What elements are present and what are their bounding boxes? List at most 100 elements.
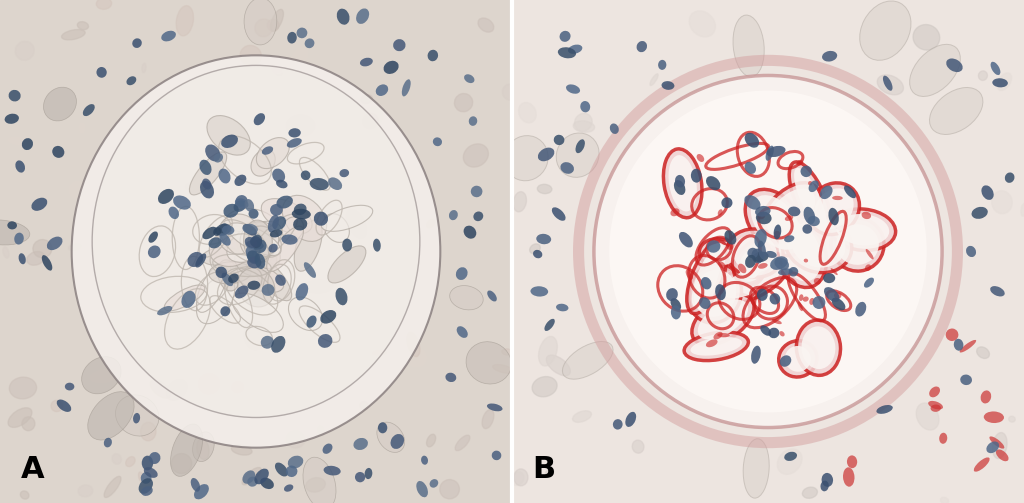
Ellipse shape — [686, 270, 693, 280]
Ellipse shape — [833, 196, 843, 200]
Ellipse shape — [309, 178, 329, 190]
Ellipse shape — [393, 39, 406, 51]
Ellipse shape — [157, 306, 172, 315]
Ellipse shape — [417, 481, 428, 497]
Ellipse shape — [140, 472, 152, 484]
Ellipse shape — [961, 375, 972, 385]
Ellipse shape — [15, 41, 34, 60]
Ellipse shape — [169, 207, 179, 219]
Ellipse shape — [768, 327, 779, 338]
Ellipse shape — [981, 390, 991, 403]
Ellipse shape — [953, 339, 964, 351]
Ellipse shape — [380, 269, 388, 277]
Ellipse shape — [171, 424, 203, 476]
Ellipse shape — [254, 240, 281, 269]
Ellipse shape — [96, 0, 112, 10]
Ellipse shape — [744, 162, 756, 174]
Ellipse shape — [745, 247, 762, 279]
Ellipse shape — [799, 294, 804, 301]
Ellipse shape — [407, 332, 420, 357]
Ellipse shape — [830, 268, 838, 275]
Ellipse shape — [788, 207, 801, 216]
Ellipse shape — [828, 208, 839, 225]
Ellipse shape — [205, 144, 220, 161]
Ellipse shape — [946, 58, 963, 72]
Ellipse shape — [353, 438, 368, 450]
Ellipse shape — [744, 133, 759, 148]
Ellipse shape — [237, 221, 275, 267]
Ellipse shape — [218, 214, 259, 254]
Ellipse shape — [632, 440, 644, 453]
Ellipse shape — [294, 220, 323, 271]
Ellipse shape — [529, 244, 541, 254]
Ellipse shape — [430, 479, 438, 488]
Ellipse shape — [767, 146, 785, 157]
Ellipse shape — [284, 484, 293, 492]
Ellipse shape — [513, 192, 526, 212]
Ellipse shape — [203, 227, 217, 239]
Ellipse shape — [276, 196, 293, 209]
Ellipse shape — [421, 456, 428, 465]
Ellipse shape — [566, 85, 580, 94]
Ellipse shape — [790, 162, 831, 236]
Ellipse shape — [831, 218, 884, 271]
Ellipse shape — [433, 137, 442, 146]
Ellipse shape — [463, 144, 488, 167]
Ellipse shape — [758, 240, 766, 260]
Ellipse shape — [365, 468, 373, 479]
Ellipse shape — [727, 229, 783, 277]
Ellipse shape — [247, 257, 261, 269]
Ellipse shape — [52, 146, 65, 158]
Ellipse shape — [650, 74, 658, 86]
Ellipse shape — [691, 169, 701, 183]
Ellipse shape — [556, 304, 568, 311]
Ellipse shape — [718, 261, 726, 269]
Ellipse shape — [234, 240, 276, 276]
Ellipse shape — [260, 478, 273, 489]
Ellipse shape — [974, 457, 989, 472]
Ellipse shape — [313, 212, 328, 226]
Ellipse shape — [724, 230, 736, 244]
Ellipse shape — [248, 281, 260, 290]
Ellipse shape — [809, 298, 814, 305]
Ellipse shape — [252, 256, 292, 301]
Ellipse shape — [972, 207, 988, 219]
Ellipse shape — [865, 249, 873, 260]
Ellipse shape — [373, 238, 381, 252]
Ellipse shape — [222, 225, 234, 235]
Ellipse shape — [773, 217, 826, 288]
Ellipse shape — [667, 288, 678, 301]
Ellipse shape — [254, 113, 265, 125]
Ellipse shape — [1005, 173, 1015, 183]
Ellipse shape — [779, 331, 784, 337]
Ellipse shape — [27, 252, 45, 265]
Ellipse shape — [610, 123, 618, 134]
Ellipse shape — [328, 246, 366, 283]
Ellipse shape — [751, 195, 801, 250]
Ellipse shape — [449, 210, 458, 220]
Ellipse shape — [861, 212, 871, 219]
Ellipse shape — [794, 168, 826, 230]
Ellipse shape — [202, 247, 239, 265]
Ellipse shape — [322, 205, 373, 231]
Ellipse shape — [141, 456, 154, 470]
Ellipse shape — [847, 455, 857, 468]
Ellipse shape — [802, 326, 836, 369]
Ellipse shape — [138, 472, 143, 482]
Ellipse shape — [798, 301, 803, 311]
Ellipse shape — [797, 320, 841, 375]
Ellipse shape — [112, 454, 122, 464]
Ellipse shape — [377, 422, 404, 452]
Ellipse shape — [992, 78, 1008, 88]
Ellipse shape — [823, 273, 836, 283]
Ellipse shape — [247, 250, 260, 263]
Ellipse shape — [761, 183, 821, 242]
Ellipse shape — [717, 257, 787, 303]
Ellipse shape — [104, 476, 121, 497]
Ellipse shape — [133, 413, 140, 424]
Ellipse shape — [909, 44, 961, 97]
Ellipse shape — [236, 195, 248, 207]
Ellipse shape — [502, 84, 518, 100]
Ellipse shape — [228, 226, 247, 279]
Ellipse shape — [990, 62, 1000, 75]
